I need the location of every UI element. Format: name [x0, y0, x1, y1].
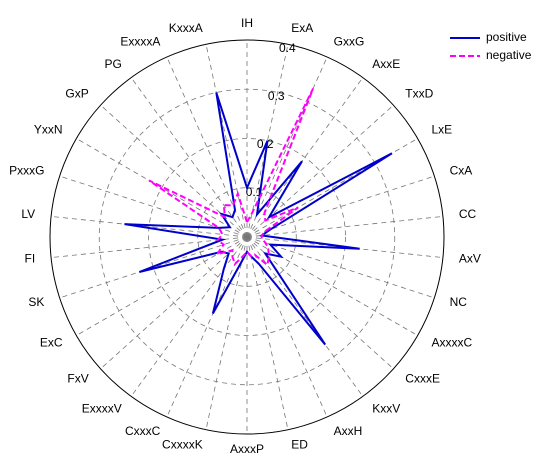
category-label: ExA	[291, 21, 313, 35]
spoke	[246, 104, 394, 238]
category-label: LxE	[431, 123, 452, 137]
spoke	[100, 236, 248, 370]
spoke	[246, 236, 364, 397]
spoke	[166, 56, 248, 238]
spoke	[51, 236, 248, 258]
spoke	[246, 236, 289, 430]
spoke	[76, 138, 248, 238]
spoke	[76, 236, 248, 336]
category-label: CC	[459, 207, 477, 221]
category-label: GxP	[65, 87, 88, 101]
category-label: AxxxP	[230, 442, 264, 456]
category-label: KxxxA	[169, 21, 203, 35]
spoke	[205, 44, 248, 238]
category-label: ExxxxA	[120, 35, 160, 49]
spoke	[246, 236, 435, 299]
legend-label: negative	[486, 48, 532, 62]
grid-ring	[98, 88, 396, 386]
category-label: CxxxC	[125, 424, 161, 438]
spoke	[59, 236, 248, 299]
spoke	[246, 77, 364, 238]
category-label: ExC	[40, 336, 63, 350]
spoke	[246, 236, 443, 258]
category-label: FI	[24, 251, 35, 265]
category-label: GxxG	[334, 35, 365, 49]
series-line	[148, 88, 315, 267]
category-label: TxxD	[405, 87, 433, 101]
grid-ring	[197, 187, 297, 287]
category-label: PxxxG	[9, 163, 44, 177]
grid-ring	[148, 138, 346, 336]
spoke	[166, 236, 248, 418]
spoke	[100, 104, 248, 238]
category-label: AxxH	[334, 424, 363, 438]
spoke	[246, 44, 289, 238]
spoke	[246, 175, 435, 238]
spoke	[130, 236, 248, 397]
spoke	[246, 56, 328, 238]
category-label: AxxE	[372, 57, 400, 71]
series-line	[124, 92, 393, 346]
category-label: CxA	[450, 163, 473, 177]
category-label: CxxxE	[405, 372, 440, 386]
category-label: PG	[104, 57, 121, 71]
category-label: AxV	[459, 251, 481, 265]
category-label: YxxN	[34, 123, 63, 137]
spoke	[205, 236, 248, 430]
spoke	[246, 236, 394, 370]
category-label: KxxV	[372, 401, 400, 415]
category-label: IH	[241, 16, 253, 30]
category-label: ExxxxV	[82, 401, 122, 415]
category-label: CxxxxK	[162, 438, 203, 452]
category-label: LV	[21, 207, 35, 221]
category-label: FxV	[67, 372, 88, 386]
r-tick-label: 0.4	[279, 41, 296, 55]
category-label: NC	[450, 295, 468, 309]
spoke	[246, 236, 328, 418]
spoke	[246, 236, 418, 336]
spoke	[59, 175, 248, 238]
spoke	[51, 216, 248, 238]
legend-label: positive	[486, 30, 527, 44]
category-label: SK	[28, 295, 44, 309]
category-label: AxxxxC	[431, 336, 472, 350]
r-tick-label: 0.3	[268, 89, 285, 103]
spoke	[246, 216, 443, 238]
category-label: ED	[291, 438, 308, 452]
spoke	[130, 77, 248, 238]
r-tick-label: 0.1	[246, 185, 263, 199]
outer-ring	[49, 39, 445, 435]
